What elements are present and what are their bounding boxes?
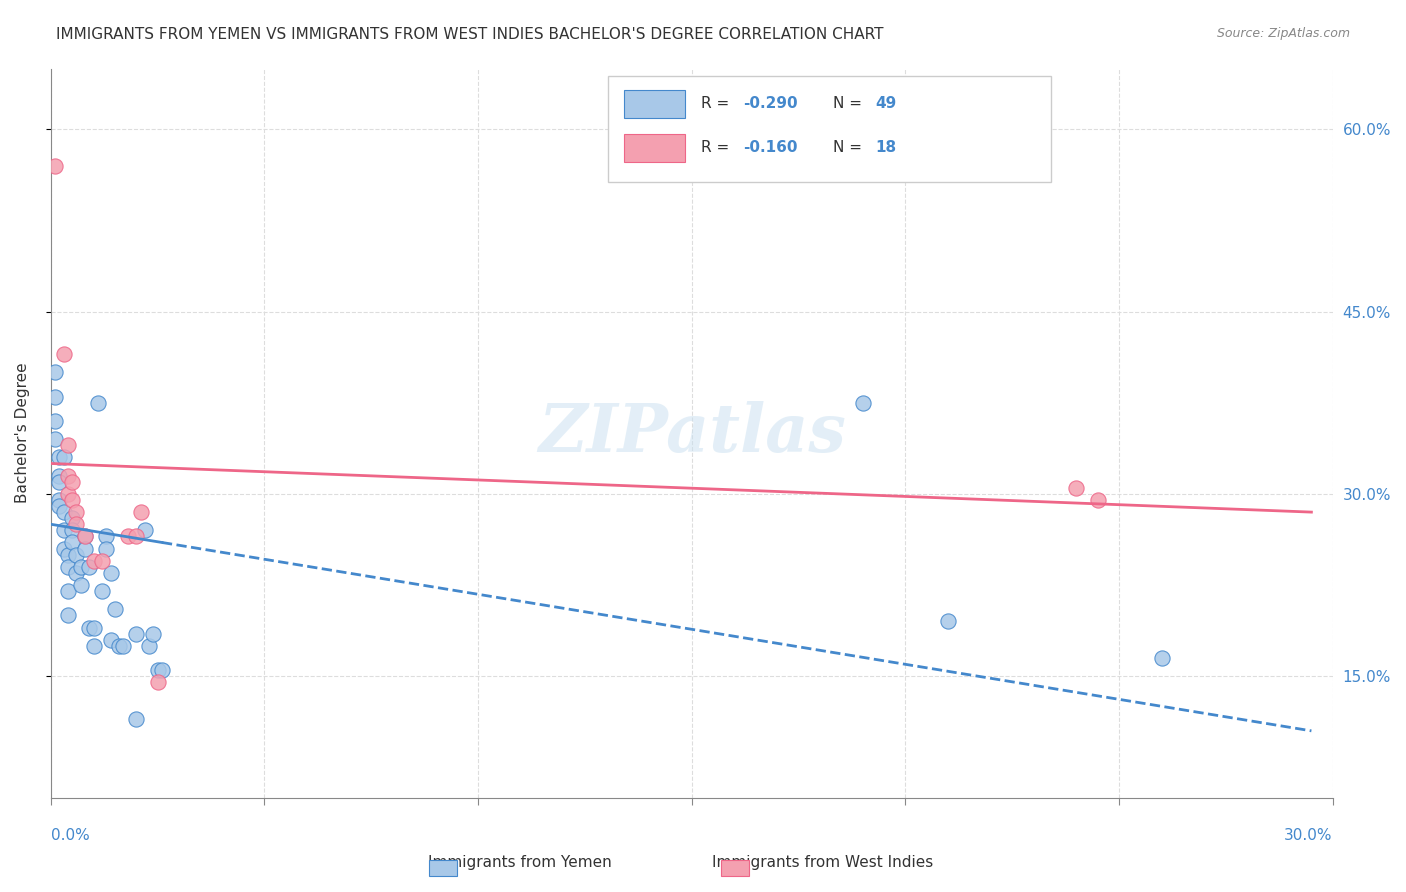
Point [87,395,110,409]
Point [48,492,70,507]
Point [44,414,66,428]
Point [108,639,131,653]
Point [73,541,96,556]
Text: -0.160: -0.160 [744,140,797,155]
Text: N =: N = [832,140,866,155]
Point [104,602,127,616]
Text: Immigrants from Yemen: Immigrants from Yemen [429,855,612,870]
Point [1150,651,1173,665]
Point [56,438,79,452]
Text: 30.0%: 30.0% [1284,828,1333,843]
Point [91,554,114,568]
Point [56,468,79,483]
Point [100,566,122,580]
Point [60,535,83,549]
FancyBboxPatch shape [624,90,685,118]
Point [79,559,101,574]
Point [65,548,87,562]
Text: 18: 18 [875,140,896,155]
Point [129,505,152,519]
FancyBboxPatch shape [609,76,1050,182]
Point [83,554,105,568]
Point [44,432,66,446]
Point [65,566,87,580]
Point [48,450,70,465]
Point [134,524,156,538]
Text: -0.290: -0.290 [744,96,797,111]
Text: N =: N = [832,96,866,111]
Point [65,505,87,519]
Point [65,517,87,532]
Point [44,365,66,379]
Point [73,529,96,543]
Point [91,584,114,599]
Point [60,492,83,507]
Point [56,487,79,501]
Point [83,639,105,653]
Point [56,608,79,623]
Point [60,511,83,525]
Point [79,621,101,635]
Point [48,499,70,513]
Text: ZIPatlas: ZIPatlas [538,401,846,466]
Point [125,712,148,726]
Point [56,584,79,599]
Point [142,626,165,640]
Point [52,505,75,519]
Point [69,559,91,574]
Point [852,395,875,409]
Point [56,559,79,574]
Point [117,529,139,543]
Point [44,390,66,404]
Point [100,632,122,647]
Point [60,475,83,489]
Text: 49: 49 [875,96,897,111]
Point [52,541,75,556]
Point [83,621,105,635]
Point [1087,492,1109,507]
Point [936,615,959,629]
Point [52,347,75,361]
Point [138,639,160,653]
FancyBboxPatch shape [624,134,685,161]
Point [150,663,173,677]
Point [52,450,75,465]
Point [52,524,75,538]
Point [69,578,91,592]
Y-axis label: Bachelor's Degree: Bachelor's Degree [15,363,30,503]
Point [56,548,79,562]
Point [125,529,148,543]
Point [112,639,135,653]
Text: 0.0%: 0.0% [51,828,90,843]
Point [125,626,148,640]
Text: Source: ZipAtlas.com: Source: ZipAtlas.com [1216,27,1350,40]
Text: R =: R = [700,96,734,111]
Point [96,529,118,543]
Point [60,524,83,538]
Point [1066,481,1088,495]
Text: Immigrants from West Indies: Immigrants from West Indies [711,855,934,870]
Point [48,468,70,483]
Text: IMMIGRANTS FROM YEMEN VS IMMIGRANTS FROM WEST INDIES BACHELOR'S DEGREE CORRELATI: IMMIGRANTS FROM YEMEN VS IMMIGRANTS FROM… [56,27,884,42]
Point [146,675,169,690]
Point [44,159,66,173]
Point [96,541,118,556]
Text: R =: R = [700,140,734,155]
Point [73,529,96,543]
Point [48,475,70,489]
Point [146,663,169,677]
